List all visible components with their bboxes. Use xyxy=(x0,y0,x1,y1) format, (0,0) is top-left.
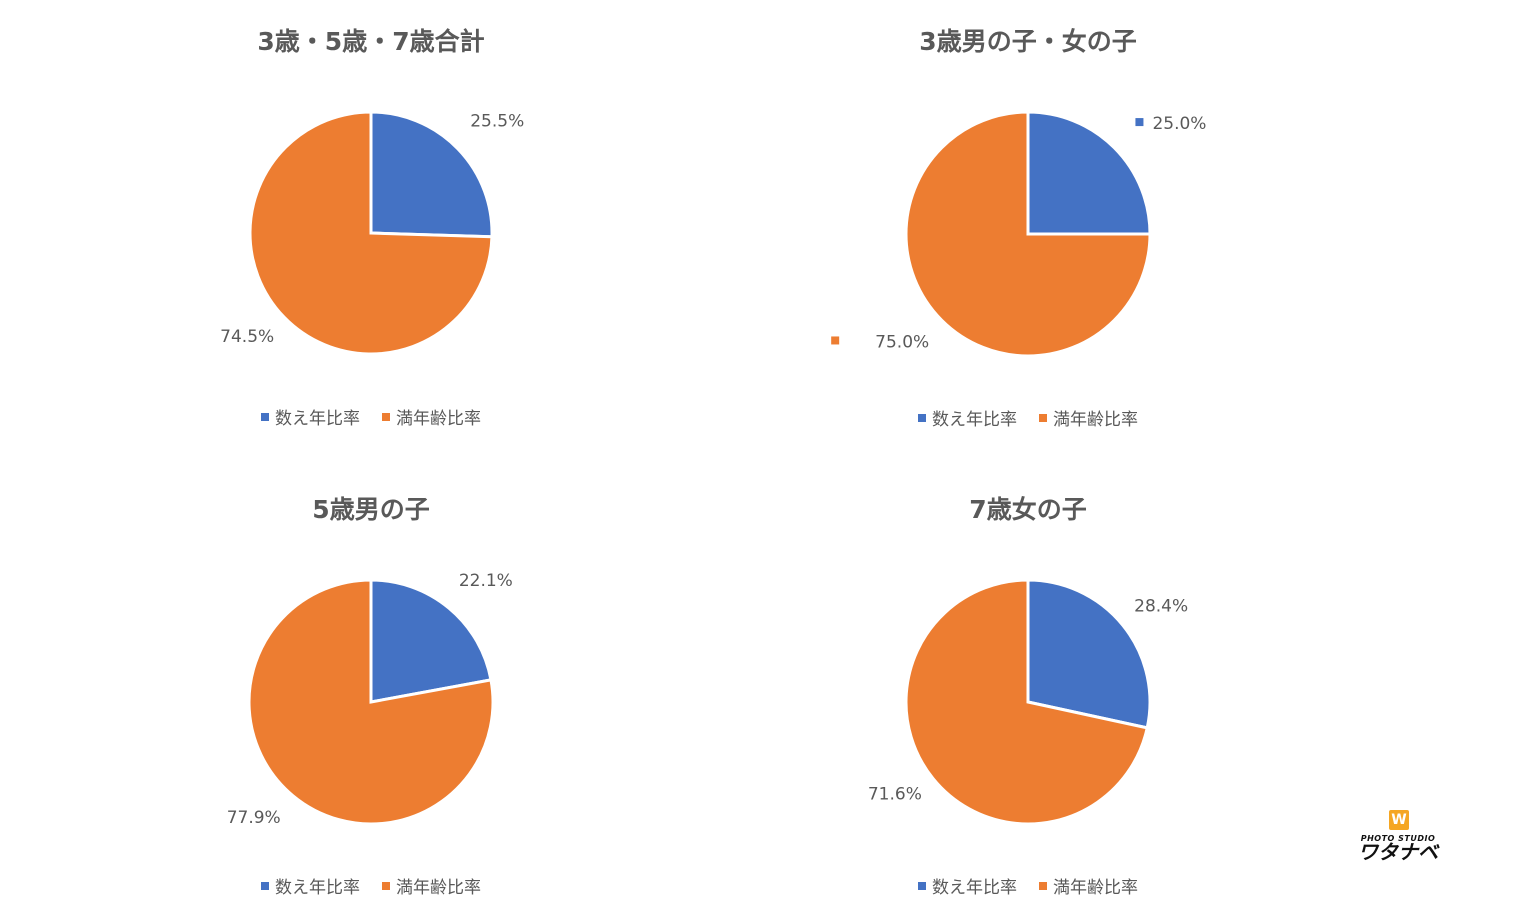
legend-item-kazoe: 数え年比率 xyxy=(918,873,1017,898)
logo-name: ワタナベ xyxy=(1358,840,1438,864)
legend-item-kazoe: 数え年比率 xyxy=(918,405,1017,430)
data-label-1: 77.9% xyxy=(227,808,281,828)
legend-label: 数え年比率 xyxy=(275,878,360,898)
data-label-0: 28.4% xyxy=(1134,597,1188,617)
data-label-1: 74.5% xyxy=(220,327,274,347)
pie-slice-1 xyxy=(247,578,495,826)
legend-item-kazoe: 数え年比率 xyxy=(261,873,360,898)
legend-item-mannenrei: 満年齢比率 xyxy=(382,873,481,898)
legend: 数え年比率 満年齢比率 xyxy=(21,404,721,429)
legend-swatch-orange xyxy=(382,412,390,421)
legend: 数え年比率 満年齢比率 xyxy=(678,405,1378,430)
pie-slice-0 xyxy=(1026,110,1152,236)
legend-label: 満年齢比率 xyxy=(396,878,481,898)
legend-swatch-orange xyxy=(382,881,390,890)
pie-slice-0 xyxy=(1026,578,1152,730)
chart-panel-3yo: 3歳男の子・女の子 25.0% 75.0% 数え年比率 満年齢比率 xyxy=(678,0,1378,458)
chart-title: 5歳男の子 xyxy=(312,495,430,524)
legend-swatch-orange xyxy=(1039,881,1047,890)
logo-subtitle: PHOTO STUDIO xyxy=(1360,834,1436,843)
pie-slice-1 xyxy=(904,110,1152,358)
legend-item-mannenrei: 満年齢比率 xyxy=(382,404,481,429)
legend: 数え年比率 満年齢比率 xyxy=(678,873,1378,898)
chart-panel-7yo: 7歳女の子 28.4% 71.6% 数え年比率 満年齢比率 xyxy=(678,459,1378,917)
chart-title: 3歳男の子・女の子 xyxy=(919,27,1137,56)
pie-slice-0 xyxy=(369,110,494,239)
legend-swatch-orange xyxy=(1039,413,1047,422)
legend-item-mannenrei: 満年齢比率 xyxy=(1039,873,1138,898)
pie-slice-1 xyxy=(904,578,1150,826)
legend-label: 数え年比率 xyxy=(932,878,1017,898)
legend: 数え年比率 満年齢比率 xyxy=(21,873,721,898)
data-label-marker xyxy=(831,336,840,345)
chart-panel-total: 3歳・5歳・7歳合計 25.5% 74.5% 数え年比率 満年齢比率 xyxy=(21,0,721,458)
chart-panel-5yo: 5歳男の子 22.1% 77.9% 数え年比率 満年齢比率 xyxy=(21,459,721,917)
data-label-0: 25.5% xyxy=(470,112,524,132)
pie-chart: 28.4% 71.6% xyxy=(868,578,1188,826)
chart-title: 3歳・5歳・7歳合計 xyxy=(257,27,485,56)
legend-swatch-blue xyxy=(918,413,926,422)
data-label-1: 71.6% xyxy=(868,785,922,805)
legend-item-mannenrei: 満年齢比率 xyxy=(1039,405,1138,430)
data-label-0: 22.1% xyxy=(459,571,513,591)
data-label-1: 75.0% xyxy=(875,332,929,352)
pie-slice-1 xyxy=(248,110,494,356)
data-label-0: 25.0% xyxy=(1152,114,1206,134)
studio-logo: W PHOTO STUDIO ワタナベ xyxy=(1333,808,1463,863)
chart-title: 7歳女の子 xyxy=(969,495,1087,524)
pie-chart: 22.1% 77.9% xyxy=(227,571,513,828)
pie-chart: 25.0% 75.0% xyxy=(831,110,1206,358)
pie-chart: 25.5% 74.5% xyxy=(220,110,524,356)
legend-label: 数え年比率 xyxy=(275,409,360,429)
logo-badge-icon: W xyxy=(1389,810,1409,830)
data-label-marker xyxy=(1135,118,1144,127)
legend-label: 満年齢比率 xyxy=(1053,878,1138,898)
legend-item-kazoe: 数え年比率 xyxy=(261,404,360,429)
legend-label: 満年齢比率 xyxy=(396,409,481,429)
legend-swatch-blue xyxy=(261,412,269,421)
legend-label: 満年齢比率 xyxy=(1053,410,1138,430)
pie-slice-0 xyxy=(369,578,493,704)
legend-swatch-blue xyxy=(261,881,269,890)
legend-label: 数え年比率 xyxy=(932,410,1017,430)
legend-swatch-blue xyxy=(918,881,926,890)
